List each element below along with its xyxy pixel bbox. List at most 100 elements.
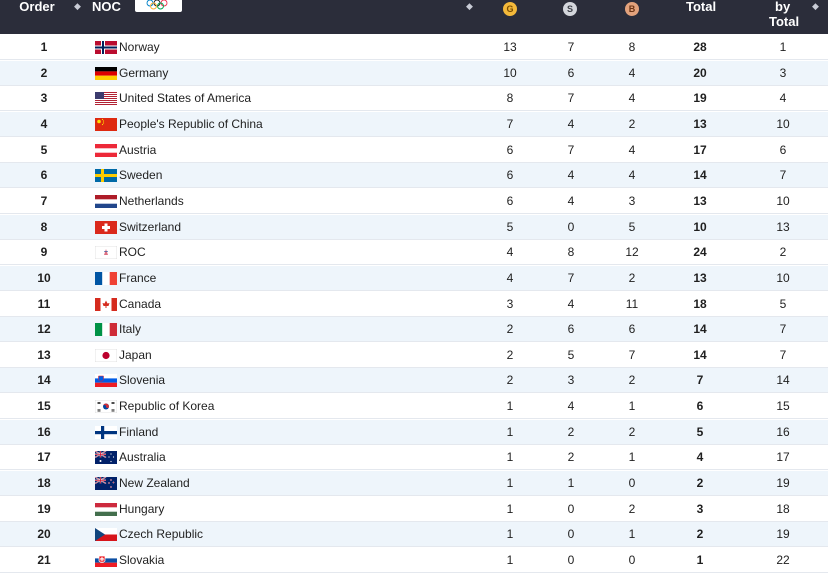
total-header-label[interactable]: Total [686,0,717,14]
rank-by-total-cell: 10 [776,270,790,285]
table-row[interactable]: 4 People's Republic of China 7 4 2 13 10 [0,111,828,137]
silver-count-cell: 4 [567,168,575,183]
rank-by-total-cell: 22 [776,553,790,567]
table-header: Order ◆ NOC ◆ G S B Total by Total ◆ [0,0,828,34]
table-row[interactable]: 1 Norway 13 7 8 28 1 [0,35,828,60]
noc-name-cell[interactable]: Austria [119,142,157,157]
olympic-rings-icon [146,0,168,10]
total-count-cell: 13 [693,270,707,285]
order-cell: 14 [37,373,51,388]
noc-name-cell[interactable]: Finland [119,424,159,439]
noc-name-cell[interactable]: Switzerland [119,219,182,234]
total-count-cell: 14 [693,347,707,362]
italy-flag-icon [95,323,117,337]
table-row[interactable]: 15 Republic of Korea 1 4 1 6 15 [0,394,828,420]
noc-name-cell[interactable]: Canada [119,296,162,311]
silver-count-cell: 0 [567,219,575,234]
bronze-count-cell: 2 [628,270,636,285]
table-row[interactable]: 13 Japan 2 5 7 14 7 [0,342,828,368]
table-row[interactable]: 19 Hungary 1 0 2 3 18 [0,496,828,522]
noc-name-cell[interactable]: Norway [119,40,160,54]
table-row[interactable]: 16 Finland 1 2 2 5 16 [0,419,828,445]
korea-flag-icon [94,399,118,414]
noc-name-cell[interactable]: Hungary [119,501,165,516]
noc-name-cell[interactable]: Italy [119,322,142,337]
finland-flag-icon [95,425,117,439]
rank-by-total-header-line1[interactable]: by [775,0,791,14]
rank-by-total-cell: 2 [779,245,787,260]
total-count-cell: 13 [693,116,707,131]
bronze-count-cell: 4 [628,91,636,106]
hungary-flag-icon [95,502,117,516]
table-row[interactable]: 10 France 4 7 2 13 10 [0,265,828,291]
total-count-cell: 10 [693,219,707,234]
gold-medal-icon[interactable]: G [503,2,517,16]
noc-name-cell[interactable]: Sweden [119,168,163,183]
gold-count-cell: 1 [506,450,514,465]
table-row[interactable]: 8 Switzerland 5 0 5 10 13 [0,214,828,240]
table-row[interactable]: 17 Australia 1 2 1 4 17 [0,445,828,471]
silver-medal-icon[interactable]: S [563,2,577,16]
newzealand-flag-icon [94,476,117,491]
switzerland-flag-icon [95,220,117,234]
noc-name-cell[interactable]: Slovakia [119,553,165,567]
order-cell: 2 [40,65,48,80]
noc-name-cell[interactable]: France [119,270,157,285]
gold-count-cell: 6 [506,168,514,183]
table-row[interactable]: 9 ROC 4 8 12 24 2 [0,240,828,266]
table-row[interactable]: 21 Slovakia 1 0 0 1 22 [0,548,828,573]
rank-by-total-cell: 19 [776,476,790,491]
noc-header-label[interactable]: NOC [92,0,121,14]
silver-count-cell: 5 [567,347,575,362]
table-row[interactable]: 11 Canada 3 4 11 18 5 [0,291,828,317]
rank-by-total-cell: 17 [776,450,790,465]
table-row[interactable]: 14 Slovenia 2 3 2 7 14 [0,368,828,394]
total-count-cell: 1 [696,553,704,567]
table-row[interactable]: 6 Sweden 6 4 4 14 7 [0,163,828,189]
noc-name-cell[interactable]: ROC [119,245,146,260]
noc-name-cell[interactable]: Czech Republic [119,527,204,542]
rank-by-total-header-line2[interactable]: Total [769,14,800,29]
rank-by-total-cell: 5 [779,296,787,311]
total-count-cell: 17 [693,142,707,157]
silver-count-cell: 6 [567,322,575,337]
silver-count-cell: 3 [567,373,575,388]
noc-name-cell[interactable]: New Zealand [119,476,190,491]
noc-name-cell[interactable]: People's Republic of China [119,116,263,131]
noc-name-cell[interactable]: Slovenia [119,373,166,388]
table-row[interactable]: 7 Netherlands 6 4 3 13 10 [0,188,828,214]
noc-name-cell[interactable]: Republic of Korea [119,399,215,414]
table-row[interactable]: 12 Italy 2 6 6 14 7 [0,317,828,343]
order-column-header[interactable]: Order [0,0,62,34]
order-cell: 8 [40,219,48,234]
gold-count-cell: 10 [503,65,517,80]
table-row[interactable]: 2 Germany 10 6 4 20 3 [0,60,828,86]
sweden-flag-icon [95,169,117,183]
noc-name-cell[interactable]: United States of America [119,91,252,106]
rank-by-total-cell: 6 [779,142,787,157]
bronze-medal-icon[interactable]: B [625,2,639,16]
bronze-count-cell: 2 [628,116,636,131]
noc-name-cell[interactable]: Japan [119,347,152,362]
table-row[interactable]: 20 Czech Republic 1 0 1 2 19 [0,522,828,548]
total-count-cell: 4 [696,450,704,465]
bronze-count-cell: 4 [628,65,636,80]
table-row[interactable]: 18 New Zealand 1 1 0 2 19 [0,471,828,497]
gold-count-cell: 6 [506,193,514,208]
noc-name-cell[interactable]: Netherlands [119,193,184,208]
table-row[interactable]: 3 United States of America 8 7 4 19 4 [0,86,828,112]
table-row[interactable]: 5 Austria 6 7 4 17 6 [0,137,828,163]
rank-sort-icon[interactable]: ◆ [812,1,819,11]
order-cell: 6 [40,168,48,183]
australia-flag-icon [94,450,117,465]
rank-by-total-cell: 1 [779,40,787,54]
bronze-count-cell: 1 [628,399,636,414]
order-sort-icon[interactable]: ◆ [74,1,81,11]
noc-name-cell[interactable]: Germany [119,65,169,80]
noc-name-cell[interactable]: Australia [119,450,166,465]
noc-sort-icon[interactable]: ◆ [466,1,473,11]
gold-count-cell: 1 [506,476,514,491]
total-count-cell: 3 [696,501,704,516]
bronze-count-cell: 5 [628,219,636,234]
total-count-cell: 7 [696,373,704,388]
